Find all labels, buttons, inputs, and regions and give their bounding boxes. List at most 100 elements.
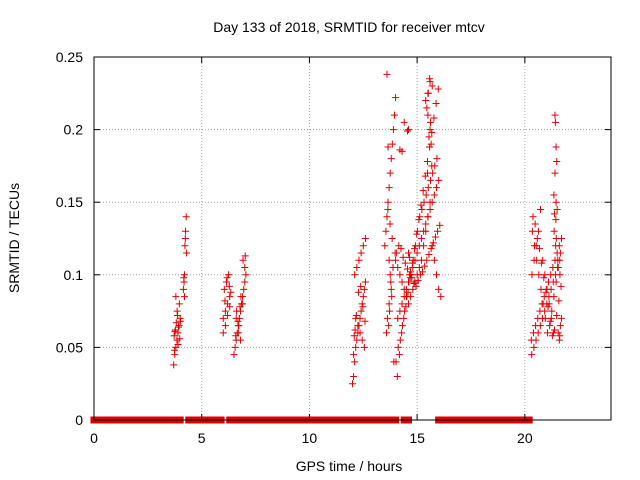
data-point — [232, 332, 240, 340]
data-point — [352, 311, 360, 319]
axis-ticks: 0 5 10 15 20 0 0.05 0.1 0.15 0.2 0.25 — [56, 49, 611, 446]
chart-title: Day 133 of 2018, SRMTID for receiver mtc… — [213, 19, 485, 35]
data-point — [528, 351, 536, 359]
data-point — [541, 271, 549, 279]
x-tick-label: 10 — [302, 430, 318, 446]
data-point — [174, 340, 182, 348]
data-point — [417, 201, 425, 209]
data-point — [537, 205, 545, 213]
data-point — [431, 233, 439, 241]
plot-frame — [93, 56, 612, 421]
data-point — [385, 322, 393, 330]
data-point — [539, 256, 547, 264]
data-point — [223, 274, 231, 282]
data-point — [535, 271, 543, 279]
data-point — [352, 314, 360, 322]
data-point — [182, 213, 190, 221]
data-point — [360, 285, 368, 293]
data-point — [177, 317, 185, 325]
data-point — [179, 285, 187, 293]
data-point — [551, 118, 559, 126]
data-point — [557, 282, 565, 290]
data-point — [350, 351, 358, 359]
data-point — [225, 282, 233, 290]
data-point — [528, 227, 536, 235]
data-point — [381, 242, 389, 250]
data-point — [388, 140, 396, 148]
data-point — [422, 191, 430, 199]
data-point — [532, 242, 540, 250]
data-point — [350, 332, 358, 340]
data-point — [361, 278, 369, 286]
data-point — [237, 293, 245, 301]
data-point — [235, 322, 243, 330]
data-point — [174, 323, 182, 331]
data-point — [412, 282, 420, 290]
data-point — [175, 300, 183, 308]
data-point — [548, 332, 556, 340]
data-point — [546, 322, 554, 330]
data-point — [424, 111, 432, 119]
data-point — [354, 322, 362, 330]
data-point — [383, 314, 391, 322]
data-point — [553, 205, 561, 213]
x-tick-label: 5 — [198, 430, 206, 446]
data-point — [416, 213, 424, 221]
data-point — [529, 213, 537, 221]
data-point — [356, 329, 364, 337]
data-point — [434, 227, 442, 235]
data-point — [221, 297, 229, 305]
data-point — [398, 322, 406, 330]
data-point — [173, 307, 181, 315]
data-point — [406, 253, 414, 261]
data-point — [550, 191, 558, 199]
data-point — [417, 235, 425, 242]
data-point — [543, 329, 551, 337]
data-point — [545, 293, 553, 301]
data-point — [391, 111, 399, 119]
data-point — [224, 311, 232, 319]
data-point — [176, 335, 184, 343]
data-point — [231, 343, 239, 351]
data-point — [241, 252, 249, 260]
y-tick-label: 0.15 — [56, 194, 83, 210]
data-point — [383, 70, 391, 78]
data-point — [424, 213, 432, 221]
data-point — [386, 271, 394, 279]
data-point — [421, 262, 429, 270]
data-point — [413, 249, 421, 257]
data-point — [551, 111, 559, 119]
data-point — [236, 303, 244, 311]
data-point — [552, 216, 560, 224]
data-point — [544, 303, 552, 311]
data-point — [389, 126, 397, 134]
data-point — [552, 198, 560, 206]
data-point — [433, 184, 441, 192]
data-point — [241, 264, 249, 272]
data-point — [426, 126, 434, 134]
data-point — [358, 336, 366, 344]
data-point — [385, 300, 393, 308]
data-point — [427, 245, 435, 253]
data-point — [540, 274, 548, 282]
data-point — [361, 317, 369, 325]
data-point — [222, 278, 230, 286]
data-point — [554, 329, 562, 337]
data-point — [428, 162, 436, 170]
data-point — [240, 285, 248, 293]
data-point — [387, 155, 395, 163]
data-point — [411, 245, 419, 253]
data-point — [181, 242, 189, 250]
data-point — [435, 176, 443, 184]
data-point — [434, 85, 442, 93]
data-point — [397, 245, 405, 253]
y-tick-label: 0.25 — [56, 49, 83, 65]
data-point — [384, 198, 392, 206]
data-point — [357, 307, 365, 315]
data-point — [426, 176, 434, 184]
y-tick-label: 0.05 — [56, 339, 83, 355]
data-point — [411, 278, 419, 286]
data-point — [552, 235, 560, 242]
